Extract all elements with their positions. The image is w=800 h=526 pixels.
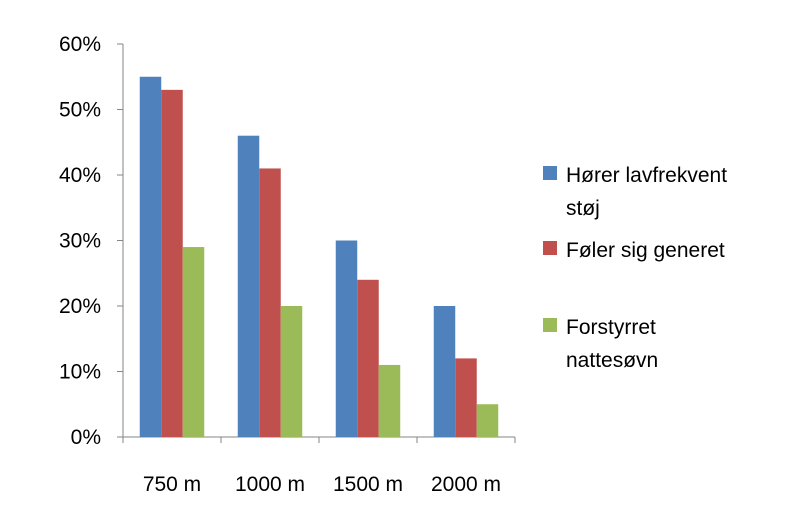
bar-1-4 [433, 306, 456, 437]
x-tick-label: 1500 m [333, 473, 403, 496]
legend-swatch-1 [543, 166, 557, 180]
legend-label-3: nattesøvn [566, 349, 658, 372]
bar-2-4 [455, 358, 477, 437]
y-tick-label: 50% [59, 99, 101, 122]
bar-1-1 [139, 76, 162, 437]
legend-label-1: støj [566, 197, 600, 220]
y-tick-label: 0% [71, 426, 101, 449]
x-axis: 750 m 1000 m 1500 m 2000 m [122, 436, 516, 496]
bar-1-2 [237, 135, 260, 437]
bar-3-4 [476, 404, 499, 437]
legend-swatch-2 [543, 241, 557, 255]
x-tick-label: 2000 m [431, 473, 501, 496]
legend: Hører lavfrekvent støj Føler sig generet Fo… [543, 164, 727, 372]
bar-2-2 [259, 168, 281, 437]
bar-2-1 [161, 89, 183, 437]
y-tick-label: 40% [59, 164, 101, 187]
bar-2-3 [357, 279, 379, 437]
y-tick-label: 60% [59, 33, 101, 56]
bars [139, 76, 499, 437]
y-tick-label: 30% [59, 230, 101, 253]
legend-label-3: Forstyrret [566, 316, 656, 339]
y-axis: 0% 10% 20% 30% 40% 50% 60% [59, 33, 124, 449]
bar-1-3 [335, 240, 358, 437]
bar-3-3 [378, 364, 401, 437]
y-tick-label: 20% [59, 295, 101, 318]
legend-label-2: Føler sig generet [566, 239, 725, 262]
y-tick-label: 10% [59, 361, 101, 384]
legend-swatch-3 [543, 318, 557, 332]
x-tick-label: 1000 m [235, 473, 305, 496]
bar-3-2 [280, 306, 303, 437]
legend-label-1: Hører lavfrekvent [566, 164, 727, 187]
x-tick-label: 750 m [143, 473, 201, 496]
bar-3-1 [182, 247, 205, 437]
